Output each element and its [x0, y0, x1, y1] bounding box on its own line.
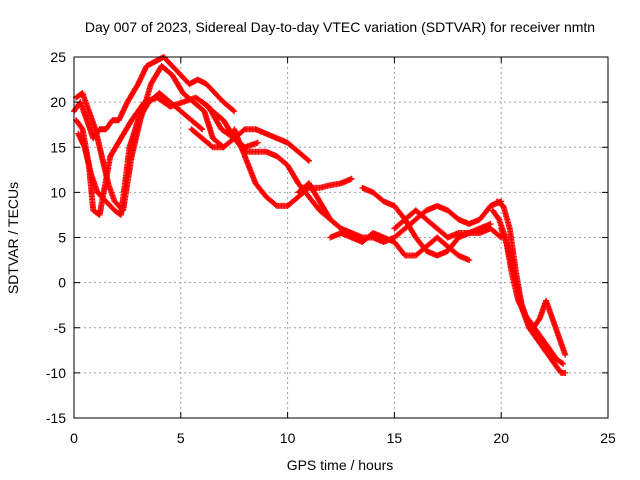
data-point-markers [188, 126, 312, 164]
y-tick-label: 0 [58, 275, 66, 291]
x-tick-label: 15 [387, 430, 403, 446]
y-tick-label: 20 [50, 94, 66, 110]
y-tick-label: -15 [46, 410, 66, 426]
x-tick-label: 0 [70, 430, 78, 446]
series-track-14 [498, 225, 569, 358]
x-tick-label: 25 [600, 430, 616, 446]
y-tick-label: 5 [58, 230, 66, 246]
y-tick-label: -10 [46, 365, 66, 381]
series-track-7 [231, 126, 355, 209]
data-point-markers [231, 126, 355, 209]
y-tick-label: 10 [50, 184, 66, 200]
data-point-markers [498, 225, 569, 358]
x-axis-title: GPS time / hours [287, 457, 394, 473]
y-tick-label: -5 [54, 320, 67, 336]
data-point-markers [73, 94, 261, 218]
series-track-11 [391, 207, 505, 241]
x-tick-label: 10 [280, 430, 296, 446]
chart-title: Day 007 of 2023, Sidereal Day-to-day VTE… [85, 19, 595, 35]
y-tick-label: 15 [50, 139, 66, 155]
axis-ticks: 0 5 10 15 20 25 -15 -10 -5 0 5 10 15 20 25 [46, 49, 616, 446]
series-track-4 [73, 94, 261, 218]
grid-lines [74, 57, 608, 418]
series-track-5 [188, 126, 312, 164]
y-tick-label: 25 [50, 49, 66, 65]
x-tick-label: 20 [493, 430, 509, 446]
data-series [71, 54, 569, 376]
y-axis-title: SDTVAR / TECUs [5, 182, 21, 294]
x-tick-label: 5 [177, 430, 185, 446]
data-point-markers [391, 207, 505, 241]
